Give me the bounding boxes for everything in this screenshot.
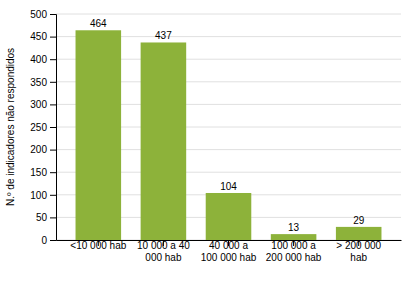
y-tick-label: 150 — [30, 167, 47, 178]
x-tick: 10 000 a 40000 hab — [137, 240, 190, 263]
y-tick: 250 — [30, 122, 56, 133]
bar — [336, 227, 382, 240]
y-tick: 100 — [30, 190, 56, 201]
y-tick-label: 500 — [30, 9, 47, 20]
data-labels: 464 437 104 13 29 — [90, 18, 365, 233]
x-tick-label: 40 000 a100 000 hab — [201, 240, 257, 263]
y-axis-line — [50, 15, 57, 241]
y-tick-mark — [50, 240, 56, 241]
data-label: 13 — [288, 222, 300, 233]
x-tick-label-line: 10 000 a 40 — [137, 240, 190, 251]
x-tick: <10 000 hab — [70, 240, 126, 251]
x-axis: <10 000 hab10 000 a 40000 hab40 000 a100… — [57, 240, 402, 263]
bar — [141, 42, 187, 240]
y-tick: 500 — [30, 9, 56, 20]
y-tick: 400 — [30, 54, 56, 65]
x-tick-label-line: 100 000 hab — [201, 252, 257, 263]
data-label: 104 — [220, 181, 237, 192]
grid-line — [56, 14, 401, 15]
chart-container: 464 437 104 13 29 0 50 100 150 200 250 300 350 400 450… — [0, 0, 411, 284]
y-tick-mark — [50, 195, 56, 196]
y-tick-mark — [50, 150, 56, 151]
y-axis: 0 50 100 150 200 250 300 350 400 450 500 — [30, 9, 56, 246]
y-tick-mark — [50, 104, 56, 105]
y-tick: 150 — [30, 167, 56, 178]
y-tick-mark — [50, 82, 56, 83]
y-tick-mark — [50, 172, 56, 173]
data-label: 29 — [353, 215, 365, 226]
x-tick-label-line: 200 000 hab — [266, 252, 322, 263]
x-tick-label-line: <10 000 hab — [70, 240, 126, 251]
x-tick-label: 10 000 a 40000 hab — [137, 240, 190, 263]
y-tick-label: 250 — [30, 122, 47, 133]
y-tick-label: 350 — [30, 77, 47, 88]
x-tick: > 200 000hab — [336, 240, 381, 263]
y-tick-label: 300 — [30, 99, 47, 110]
y-tick: 350 — [30, 77, 56, 88]
plot-area: 464 437 104 13 29 0 50 100 150 200 250 300 350 400 450… — [30, 9, 401, 263]
y-tick-mark — [50, 37, 56, 38]
y-tick-label: 200 — [30, 144, 47, 155]
x-tick-label: > 200 000hab — [336, 240, 381, 263]
x-tick-label-line: 40 000 a — [209, 240, 248, 251]
x-tick-label: 100 000 a200 000 hab — [266, 240, 322, 263]
y-tick-label: 50 — [36, 212, 48, 223]
x-tick-label-line: 100 000 a — [271, 240, 316, 251]
x-tick: 40 000 a100 000 hab — [201, 240, 257, 263]
data-label: 437 — [155, 30, 172, 41]
y-tick-mark — [50, 59, 56, 60]
y-tick: 300 — [30, 99, 56, 110]
bars — [76, 30, 382, 240]
y-tick-label: 100 — [30, 190, 47, 201]
y-tick-label: 400 — [30, 54, 47, 65]
grid — [56, 14, 401, 240]
x-tick-label-line: 000 hab — [145, 252, 182, 263]
y-tick: 450 — [30, 31, 56, 42]
y-axis-title: N.º de indicadores não respondidos — [5, 48, 16, 206]
x-tick-label-line: hab — [350, 252, 367, 263]
x-tick-label-line: > 200 000 — [336, 240, 381, 251]
bar — [76, 30, 122, 240]
x-tick: 100 000 a200 000 hab — [266, 240, 322, 263]
bar — [206, 193, 252, 240]
data-label: 464 — [90, 18, 107, 29]
x-tick-label: <10 000 hab — [70, 240, 126, 251]
y-tick-mark — [50, 14, 56, 15]
y-tick: 50 — [36, 212, 56, 223]
chart-svg: 464 437 104 13 29 0 50 100 150 200 250 300 350 400 450… — [0, 0, 411, 284]
y-tick-label: 450 — [30, 31, 47, 42]
y-tick-mark — [50, 217, 56, 218]
y-tick-label: 0 — [41, 235, 47, 246]
y-tick: 200 — [30, 144, 56, 155]
y-tick: 0 — [41, 235, 56, 246]
y-tick-mark — [50, 127, 56, 128]
